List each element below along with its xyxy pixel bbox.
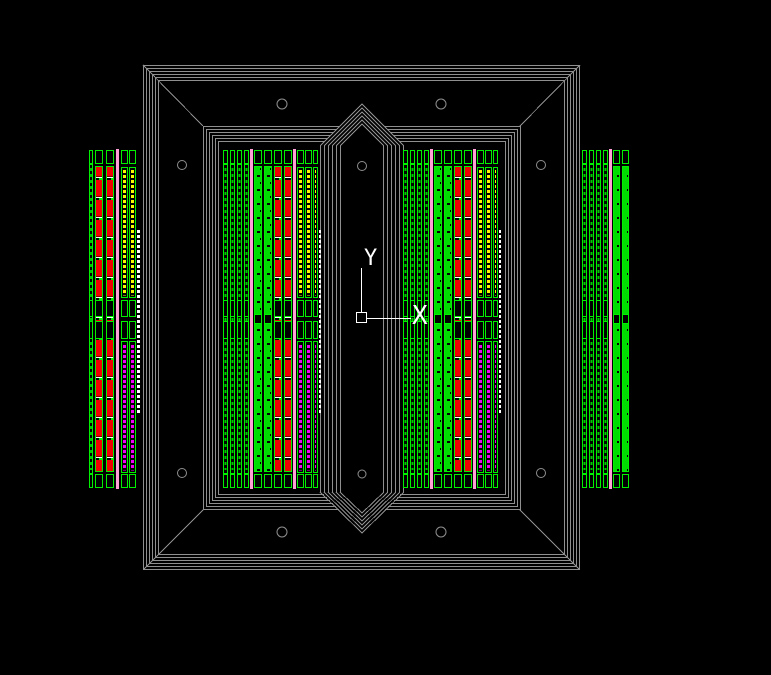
left-outer-winding [89, 149, 140, 489]
frame-ply [152, 74, 571, 561]
ucs-x-axis-label: X [412, 301, 428, 331]
center-vee-line [331, 491, 393, 522]
thin-winding-bar [424, 150, 429, 488]
red-winding-bar [454, 150, 462, 488]
tap-winding-bar [129, 150, 136, 488]
center-peak-line [339, 123, 385, 147]
ucs-y-axis-label: Y [364, 246, 377, 271]
pink-winding-bar [430, 149, 433, 489]
wide-winding-bar [254, 150, 262, 488]
bolt-hole-circle [536, 468, 546, 478]
frame-ply [158, 80, 565, 555]
thin-winding-bar [603, 150, 608, 488]
tap-winding-bar [313, 150, 318, 488]
center-peak-line [331, 115, 393, 147]
center-peak-line [327, 111, 397, 147]
tap-winding-bar [305, 150, 312, 488]
frame-ply [143, 65, 580, 570]
left-inner-winding [223, 149, 321, 489]
frame-miter-line [519, 64, 581, 127]
center-vee-line [339, 491, 385, 514]
red-winding-bar [95, 150, 103, 488]
center-vee-line [327, 491, 397, 526]
red-winding-bar [284, 150, 292, 488]
center-peak-line [319, 103, 405, 147]
center-vee-line [323, 491, 401, 530]
bolt-hole-circle [536, 160, 546, 170]
frame-ply [149, 71, 574, 564]
thin-winding-bar [89, 150, 93, 488]
pink-winding-bar [250, 149, 253, 489]
wide-winding-bar [444, 150, 452, 488]
wide-winding-bar [622, 150, 629, 488]
thin-winding-bar [582, 150, 587, 488]
pink-winding-bar [293, 149, 296, 489]
bolt-hole-circle [357, 469, 367, 479]
frame-miter-line [142, 509, 204, 571]
frame-ply [155, 77, 568, 558]
frame-ply [146, 68, 577, 567]
tap-winding-bar [493, 150, 498, 488]
red-winding-bar [274, 150, 282, 488]
tap-winding-bar [297, 150, 304, 488]
bolt-hole-circle [276, 526, 288, 538]
center-peak-line [323, 107, 401, 147]
thin-winding-bar [230, 150, 235, 488]
red-winding-bar [106, 150, 114, 488]
right-inner-winding [403, 149, 501, 489]
bolt-hole-circle [357, 161, 367, 171]
thin-winding-bar [237, 150, 242, 488]
tap-winding-bar [485, 150, 492, 488]
pink-winding-bar [609, 149, 612, 489]
wide-winding-bar [434, 150, 442, 488]
red-winding-bar [464, 150, 472, 488]
center-vee-line [335, 491, 389, 518]
core-frame [142, 64, 581, 571]
ucs-icon: Y X [355, 246, 428, 331]
bolt-hole-circle [177, 468, 187, 478]
bolt-hole-circle [435, 526, 447, 538]
thin-winding-bar [417, 150, 422, 488]
wide-winding-bar [613, 150, 620, 488]
bolt-hole-circle [177, 160, 187, 170]
center-peak-line [335, 119, 389, 147]
bolt-hole-circle [276, 98, 288, 110]
thin-winding-bar [244, 150, 249, 488]
thin-winding-bar [223, 150, 228, 488]
pink-winding-bar [116, 149, 119, 489]
wide-winding-bar [264, 150, 272, 488]
bolt-hole-circle [435, 98, 447, 110]
white-winding-bar [499, 230, 501, 415]
pink-winding-bar [473, 149, 476, 489]
ucs-origin-box [355, 311, 368, 324]
center-vee-line [319, 491, 405, 534]
tap-winding-bar [121, 150, 128, 488]
white-winding-bar [319, 230, 321, 415]
winding-stacks [89, 149, 629, 489]
white-winding-bar [137, 230, 140, 415]
thin-winding-bar [589, 150, 594, 488]
right-outer-winding [582, 149, 629, 489]
thin-winding-bar [596, 150, 601, 488]
tap-winding-bar [477, 150, 484, 488]
frame-miter-line [519, 509, 581, 571]
frame-miter-line [142, 64, 204, 127]
